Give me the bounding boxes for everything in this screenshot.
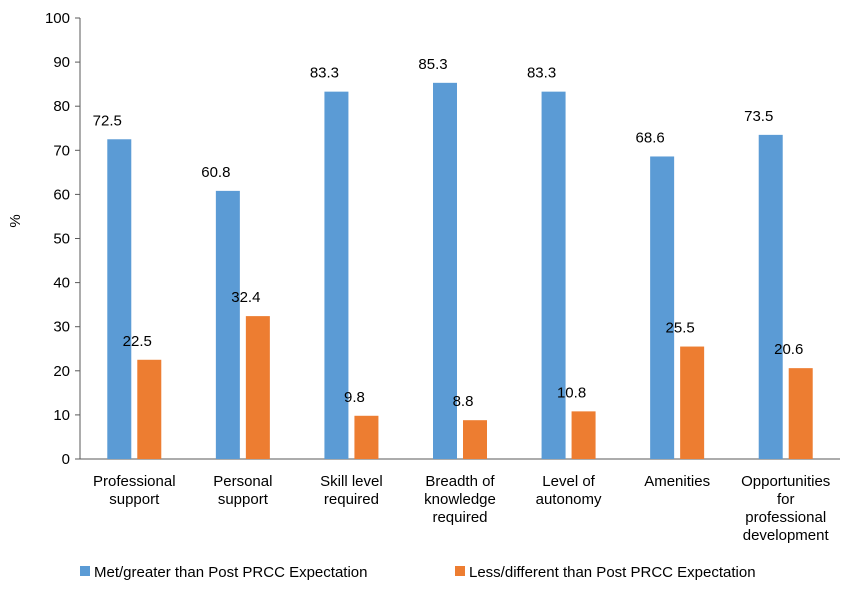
bar-series-1-7 (758, 134, 783, 460)
y-tick-label: 40 (53, 275, 70, 292)
data-label-series-1-6: 68.6 (636, 129, 665, 146)
data-label-series-2-3: 9.8 (344, 389, 365, 406)
data-labels: 72.5 60.8 83.3 85.3 83.3 68.6 73.5 22.5 32.4 9.8 8… (93, 56, 804, 410)
data-label-series-2-5: 10.8 (557, 384, 586, 401)
data-label-series-2-4: 8.8 (453, 393, 474, 410)
y-axis-title: % (7, 214, 24, 227)
data-label-series-1-3: 83.3 (310, 65, 339, 82)
bar-series-2-2 (245, 316, 270, 459)
y-tick-label: 50 (53, 231, 70, 248)
category-labels: Professional support Personal support Skill … (93, 473, 830, 544)
legend-label-1: Met/greater than Post PRCC Expectation (94, 564, 367, 581)
data-label-series-2-1: 22.5 (123, 333, 152, 350)
y-tick-label: 90 (53, 54, 70, 71)
data-label-series-2-7: 20.6 (774, 341, 803, 358)
y-tick-label: 70 (53, 142, 70, 159)
y-tick-label: 60 (53, 186, 70, 203)
bar-series-1-1 (107, 139, 132, 459)
bar-series-2-4 (463, 420, 487, 459)
y-tick-label: 10 (53, 407, 70, 424)
bar-series-2-5 (571, 411, 596, 459)
bar-series-1-2 (215, 190, 240, 459)
y-tick-label: 80 (53, 98, 70, 115)
category-label-3: Skill level required (320, 473, 383, 508)
bar-series-2-3 (354, 415, 379, 459)
bars (107, 82, 813, 460)
data-label-series-1-4: 85.3 (418, 56, 447, 73)
y-axis-ticks: 0 10 20 30 40 50 60 70 80 90 100 (45, 10, 80, 468)
y-tick-label: 30 (53, 319, 70, 336)
legend-swatch-1 (80, 566, 90, 576)
bar-series-2-7 (788, 368, 813, 459)
bar-series-1-4 (433, 82, 457, 460)
data-label-series-1-2: 60.8 (201, 164, 230, 181)
data-label-series-2-6: 25.5 (666, 320, 695, 337)
data-label-series-1-7: 73.5 (744, 108, 773, 125)
category-label-6: Amenities (644, 473, 710, 490)
bar-series-2-6 (680, 346, 705, 459)
bar-series-2-1 (137, 359, 162, 459)
bar-series-1-6 (650, 156, 675, 459)
legend: Met/greater than Post PRCC Expectation Le… (80, 564, 756, 581)
bar-series-1-5 (541, 91, 566, 459)
y-tick-label: 100 (45, 10, 70, 27)
legend-label-2: Less/different than Post PRCC Expectatio… (469, 564, 756, 581)
y-tick-label: 0 (62, 451, 70, 468)
category-label-2: Personal support (213, 473, 272, 508)
data-label-series-2-2: 32.4 (231, 289, 260, 306)
bar-series-1-3 (324, 91, 349, 459)
legend-swatch-2 (455, 566, 465, 576)
category-label-1: Professional support (93, 473, 176, 508)
category-label-4: Breadth of knowledge required (424, 473, 496, 526)
data-label-series-1-5: 83.3 (527, 65, 556, 82)
category-label-7: Opportunities for professional development (741, 473, 830, 544)
data-label-series-1-1: 72.5 (93, 112, 122, 129)
category-label-5: Level of autonomy (536, 473, 602, 508)
y-tick-label: 20 (53, 363, 70, 380)
